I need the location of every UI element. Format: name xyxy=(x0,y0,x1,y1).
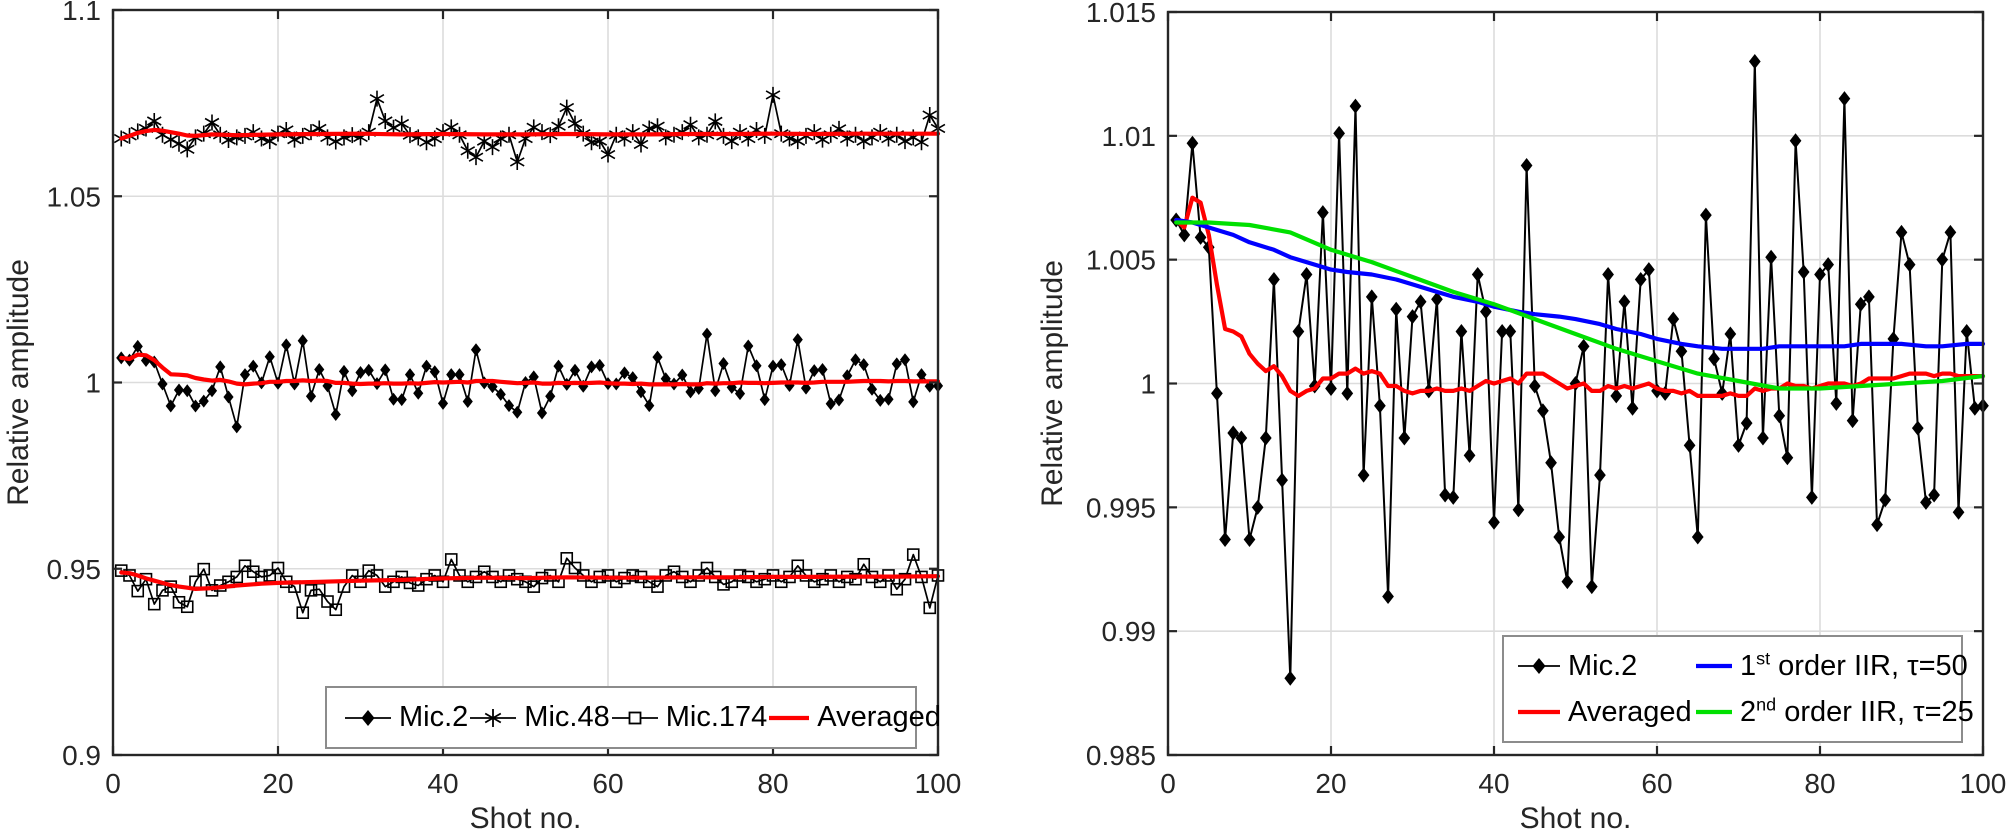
legend-item-mic2: Mic.2 xyxy=(1516,650,1694,683)
series-line-averaged-mic-2- xyxy=(119,352,941,387)
x-tick-label: 40 xyxy=(1478,768,1509,799)
y-tick-label: 0.99 xyxy=(1102,616,1157,647)
ordinal-superscript: nd xyxy=(1756,693,1777,714)
legend-item-averaged: Averaged xyxy=(1516,696,1694,729)
series-line-mic-2 xyxy=(1175,60,1984,680)
legend-label: Mic.174 xyxy=(665,701,768,733)
legend-item-iir1: 1st order IIR, τ=50 xyxy=(1694,647,1974,683)
legend-item-averaged: Averaged xyxy=(767,701,941,734)
legend-label: Averaged xyxy=(1568,695,1692,728)
diamond-line-swatch xyxy=(345,709,391,726)
y-tick-label: 0.985 xyxy=(1086,740,1156,771)
x-tick-label: 0 xyxy=(105,768,121,799)
y-tick-label: 0.95 xyxy=(47,554,102,585)
x-tick-label: 20 xyxy=(1315,768,1346,799)
legend-item-iir2: 2nd order IIR, τ=25 xyxy=(1694,693,1974,729)
legend-left: Mic.2 Mic.48 Mic.174 Av xyxy=(325,686,941,749)
y-tick-label: 1.05 xyxy=(47,181,102,212)
legend-item-mic174: Mic.174 xyxy=(610,701,768,734)
y-tick-label: 1.005 xyxy=(1086,245,1156,276)
legend-label: Mic.48 xyxy=(524,701,610,733)
y-tick-label: 1 xyxy=(1140,369,1156,400)
x-axis-label: Shot no. xyxy=(1520,802,1632,835)
series-line-2nd-order-iir-25 xyxy=(1174,220,1986,391)
legend-label: Mic.2 xyxy=(1568,649,1638,682)
legend-label: Mic.2 xyxy=(399,701,469,733)
diamond-line-swatch xyxy=(1518,658,1560,674)
x-tick-label: 100 xyxy=(915,768,962,799)
legend-right: Mic.2 1st order IIR, τ=50 Averaged 2nd o… xyxy=(1502,635,1974,743)
red-line-swatch xyxy=(769,715,810,720)
series-line-1st-order-iir-50 xyxy=(1174,217,1986,351)
y-tick-label: 0.995 xyxy=(1086,492,1156,523)
y-tick-label: 1 xyxy=(85,368,101,399)
square-line-swatch xyxy=(611,711,658,724)
legend-item-mic48: Mic.48 xyxy=(468,701,610,734)
x-tick-label: 0 xyxy=(1160,768,1176,799)
ordinal-superscript: st xyxy=(1756,647,1771,668)
series-line-averaged-mic-174- xyxy=(119,570,941,591)
y-tick-label: 1.015 xyxy=(1086,0,1156,28)
right-chart: 0 20 40 60 80 100 0.985 0.99 0.995 1 1.005 1.01 1.01… xyxy=(1036,0,2006,835)
y-tick-label: 1.1 xyxy=(62,0,101,26)
y-axis-label: Relative amplitude xyxy=(1036,260,1069,507)
series-line-mic-2 xyxy=(120,333,939,428)
x-axis-label: Shot no. xyxy=(470,802,582,835)
y-tick-label: 1.01 xyxy=(1102,121,1157,152)
red-line-swatch xyxy=(1518,709,1560,715)
legend-label: Averaged xyxy=(817,701,941,733)
asterisk-line-swatch xyxy=(470,708,517,727)
x-tick-label: 60 xyxy=(592,768,623,799)
legend-label: 2nd order IIR, τ=25 xyxy=(1740,693,1974,728)
left-chart: 0 20 40 60 80 100 0.9 0.95 1 1.05 1.1 Shot no. Relat… xyxy=(2,0,962,835)
x-tick-label: 80 xyxy=(1804,768,1835,799)
y-axis-label: Relative amplitude xyxy=(2,259,35,506)
x-tick-label: 100 xyxy=(1960,768,2006,799)
x-tick-label: 20 xyxy=(262,768,293,799)
blue-line-swatch xyxy=(1696,663,1732,669)
y-tick-label: 0.9 xyxy=(62,740,101,771)
green-line-swatch xyxy=(1696,709,1732,715)
x-tick-label: 40 xyxy=(427,768,458,799)
legend-item-mic2: Mic.2 xyxy=(343,701,468,734)
legend-label: 1st order IIR, τ=50 xyxy=(1740,647,1968,682)
series-line-averaged-mic-48- xyxy=(119,127,941,141)
x-tick-label: 60 xyxy=(1641,768,1672,799)
x-tick-label: 80 xyxy=(757,768,788,799)
